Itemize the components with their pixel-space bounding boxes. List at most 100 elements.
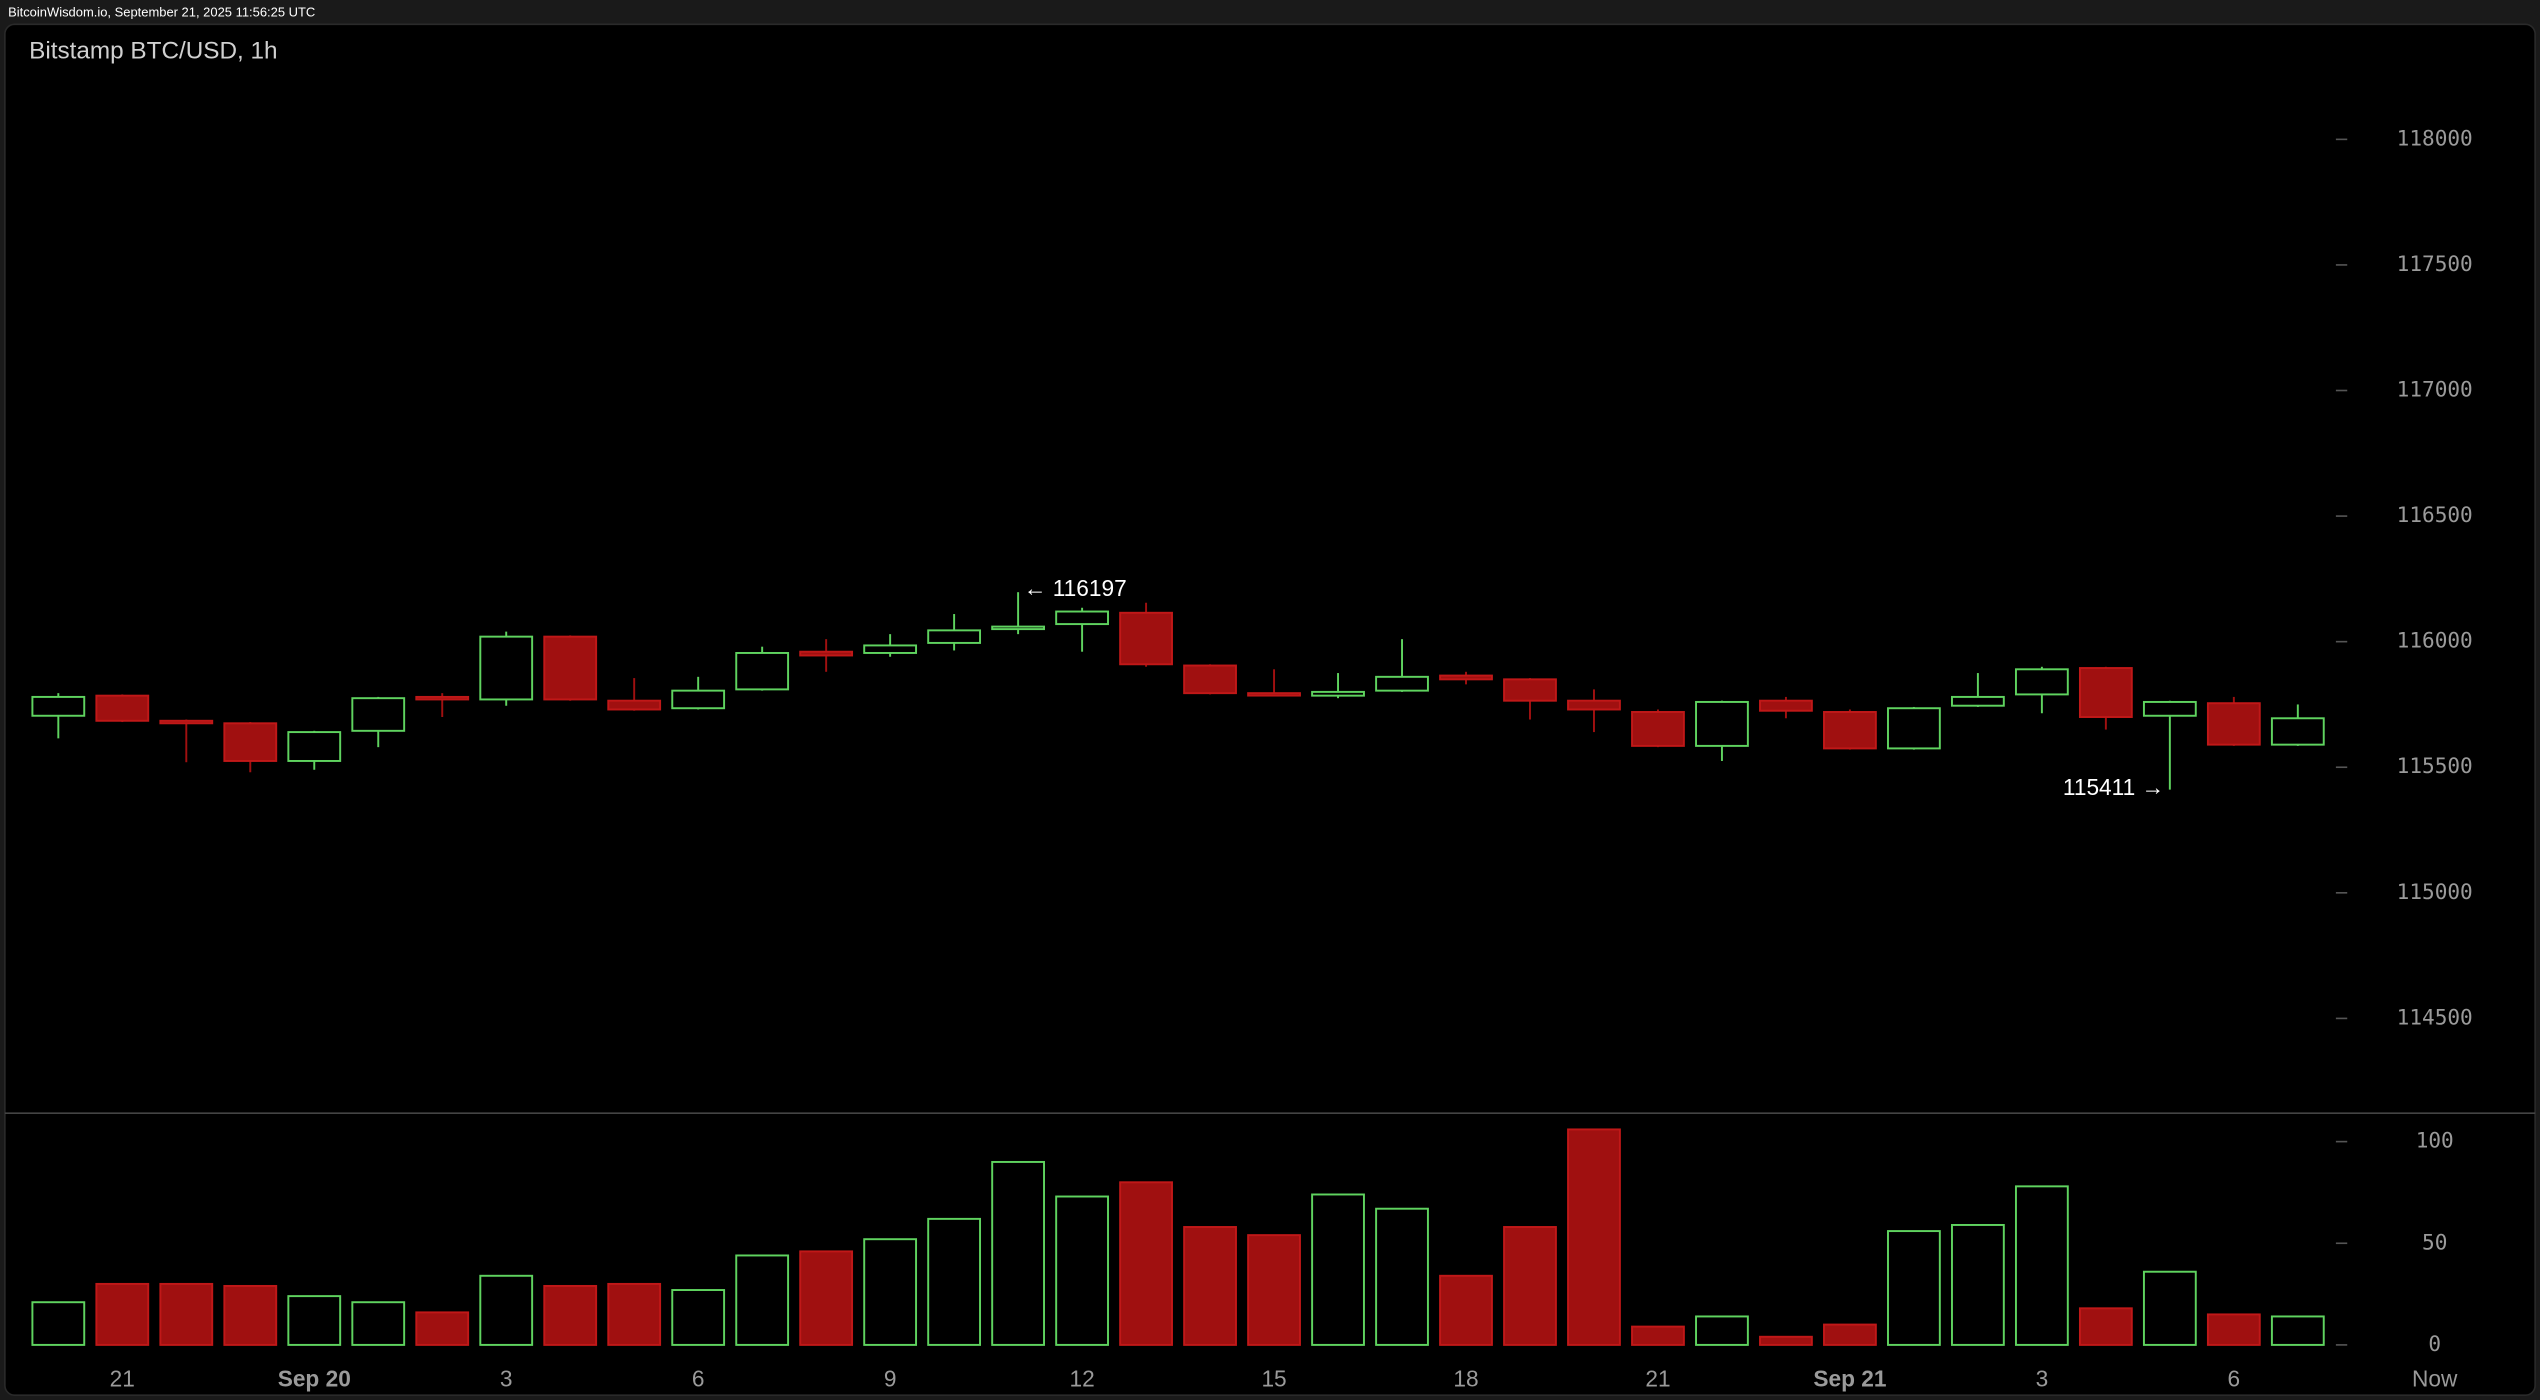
x-tick-label: 18 xyxy=(1453,1366,1478,1392)
candle-body xyxy=(735,651,790,691)
volume-bar xyxy=(1055,1195,1109,1346)
volume-bar xyxy=(863,1238,918,1346)
y-tick-label: 117000 xyxy=(2397,377,2473,402)
volume-bar xyxy=(1247,1234,1301,1346)
candle-body xyxy=(927,629,982,644)
volume-bar xyxy=(2270,1315,2325,1346)
y-tick-label: 116500 xyxy=(2397,502,2473,527)
candle-body xyxy=(991,625,1045,631)
volume-bar xyxy=(735,1254,790,1346)
x-tick-label: 3 xyxy=(2036,1366,2049,1392)
x-tick-label: 3 xyxy=(500,1366,513,1392)
volume-bar xyxy=(1119,1181,1173,1346)
volume-bar xyxy=(1759,1335,1813,1346)
source-header: BitcoinWisdom.io, September 21, 2025 11:… xyxy=(8,4,315,19)
x-tick-label: Sep 21 xyxy=(1813,1366,1886,1392)
volume-bar xyxy=(799,1250,854,1346)
chart-panel xyxy=(4,23,2536,1396)
y-tick-label: 118000 xyxy=(2397,125,2473,150)
x-tick-label: 6 xyxy=(2228,1366,2241,1392)
now-label: Now xyxy=(2412,1366,2458,1392)
x-tick-label: 21 xyxy=(1645,1366,1670,1392)
candle-body xyxy=(671,689,726,710)
candle-body xyxy=(1823,711,1877,750)
candle-body xyxy=(1951,695,2005,707)
candle-body xyxy=(223,722,278,762)
volume-bar xyxy=(1631,1325,1685,1346)
candle-body xyxy=(607,699,662,711)
volume-bar xyxy=(159,1282,214,1346)
low-annotation: 115411 → xyxy=(2063,774,2164,800)
volume-bar xyxy=(2206,1313,2261,1346)
y-tick-label: 114500 xyxy=(2397,1004,2473,1029)
candle-body xyxy=(2078,667,2133,718)
volume-bar xyxy=(1439,1274,1493,1346)
candle-body xyxy=(1247,692,1301,697)
y-tick-label: 0 xyxy=(2428,1331,2441,1356)
candle-body xyxy=(1055,610,1109,626)
volume-bar xyxy=(479,1274,534,1346)
volume-bar xyxy=(223,1284,278,1346)
candle-body xyxy=(1119,611,1173,666)
volume-bar xyxy=(1183,1226,1237,1346)
x-tick-label: 21 xyxy=(110,1366,135,1392)
volume-bar xyxy=(543,1284,598,1346)
y-tick-label: 116000 xyxy=(2397,628,2473,653)
candle-body xyxy=(1183,664,1237,695)
candle-body xyxy=(159,719,214,725)
high-annotation: ← 116197 xyxy=(1024,575,1127,601)
volume-bar xyxy=(1375,1207,1429,1346)
x-tick-label: Sep 20 xyxy=(278,1366,351,1392)
y-tick-label: 50 xyxy=(2422,1229,2447,1254)
volume-bar xyxy=(95,1282,150,1346)
candle-body xyxy=(31,695,86,717)
volume-bar xyxy=(991,1160,1045,1346)
y-tick-label: 115000 xyxy=(2397,879,2473,904)
candle-body xyxy=(799,650,854,657)
candle-body xyxy=(2270,717,2325,746)
x-tick-label: 9 xyxy=(884,1366,897,1392)
volume-bar xyxy=(351,1301,406,1346)
candle-body xyxy=(1439,674,1493,681)
candle-body xyxy=(479,635,534,701)
candle-body xyxy=(543,635,598,701)
x-tick-label: 15 xyxy=(1261,1366,1286,1392)
y-tick-label: 117500 xyxy=(2397,251,2473,276)
volume-bar xyxy=(1567,1128,1621,1346)
volume-bar xyxy=(2078,1307,2133,1346)
volume-bar xyxy=(31,1301,86,1346)
candle-body xyxy=(95,694,150,722)
volume-bar xyxy=(287,1295,342,1346)
volume-bar xyxy=(1311,1193,1365,1346)
volume-bar xyxy=(1695,1315,1749,1346)
candle-body xyxy=(1375,675,1429,692)
volume-bar xyxy=(607,1282,662,1346)
candle-body xyxy=(287,731,342,762)
volume-bar xyxy=(1951,1223,2005,1346)
candle-body xyxy=(1695,700,1749,747)
candle-body xyxy=(1759,699,1813,712)
x-tick-label: 6 xyxy=(692,1366,705,1392)
candle-body xyxy=(1631,711,1685,747)
candle-body xyxy=(415,695,470,701)
candle-body xyxy=(1567,699,1621,711)
candle-body xyxy=(1503,678,1557,702)
y-tick-label: 115500 xyxy=(2397,753,2473,778)
candle-body xyxy=(1887,707,1941,750)
candle-body xyxy=(2142,700,2197,717)
candle-body xyxy=(351,697,406,732)
candle-body xyxy=(863,644,918,654)
x-tick-label: 12 xyxy=(1069,1366,1094,1392)
volume-bar xyxy=(2014,1185,2069,1346)
volume-bar xyxy=(671,1289,726,1346)
volume-bar xyxy=(415,1311,470,1346)
candle-body xyxy=(1311,690,1365,697)
y-tick-label: 100 xyxy=(2416,1128,2454,1153)
volume-bar xyxy=(2142,1270,2197,1346)
candle-body xyxy=(2206,702,2261,746)
volume-bar xyxy=(1823,1323,1877,1346)
volume-bar xyxy=(1887,1230,1941,1346)
volume-bar xyxy=(1503,1226,1557,1346)
chart-title: Bitstamp BTC/USD, 1h xyxy=(29,37,277,64)
